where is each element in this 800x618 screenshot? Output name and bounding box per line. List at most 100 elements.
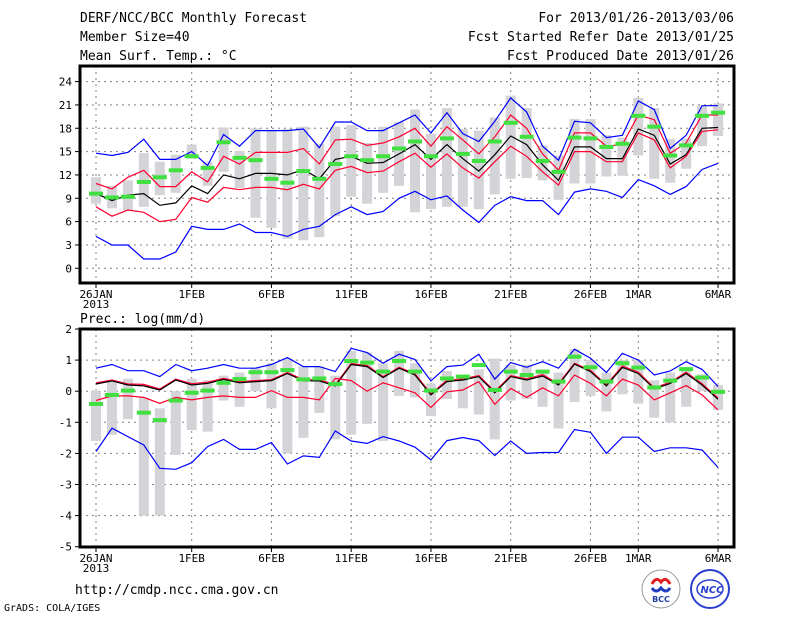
median-mark [663, 378, 678, 383]
median-mark [471, 158, 486, 163]
median-mark [136, 179, 151, 184]
ensemble-range-bar [378, 363, 389, 441]
y-tick-label: -4 [59, 510, 73, 523]
median-mark [344, 154, 359, 159]
median-mark [599, 144, 614, 149]
series-line-mean [95, 126, 719, 206]
median-mark [152, 175, 167, 180]
ensemble-range-bar [681, 369, 692, 407]
series-line-upper [95, 362, 719, 399]
median-mark [408, 139, 422, 144]
plot-frame [78, 64, 736, 285]
ensemble-range-bar [250, 367, 261, 392]
median-mark [503, 369, 518, 374]
series-line-min [95, 427, 719, 470]
y-tick-label: -3 [59, 479, 72, 492]
y-tick-label: 15 [59, 146, 72, 159]
median-mark [232, 377, 247, 382]
median-mark [631, 365, 646, 370]
y-tick-label: 2 [65, 323, 72, 336]
ensemble-range-bar [362, 352, 373, 424]
x-tick-label: 16FEB [414, 552, 447, 565]
median-mark [168, 168, 183, 173]
median-mark [200, 388, 215, 393]
ensemble-range-bar [633, 97, 644, 156]
ensemble-range-bar [665, 139, 676, 183]
bcc-logo: BCC [641, 569, 681, 609]
ensemble-range-bar [91, 391, 101, 441]
series-line-max [95, 97, 718, 167]
ncc-logo: NCC [690, 569, 730, 609]
x-tick-label: 11FEB [335, 288, 368, 301]
median-mark [89, 191, 103, 196]
ensemble-range-bar [106, 381, 117, 435]
member-size: Member Size=40 [80, 30, 190, 45]
ensemble-range-bar [234, 150, 245, 189]
chart-title: DERF/NCC/BCC Monthly Forecast [80, 11, 307, 26]
median-mark [312, 376, 327, 381]
y-tick-label: 18 [59, 122, 72, 135]
median-mark [615, 141, 630, 146]
ensemble-range-bar [122, 378, 133, 420]
ensemble-range-bar [473, 130, 484, 210]
logos: BCC NCC [641, 569, 730, 609]
series-line-mean [95, 363, 719, 400]
ensemble-range-bar [521, 364, 532, 399]
median-mark [711, 110, 726, 115]
median-mark [711, 389, 726, 394]
grads-credit: GrADS: COLA/IGES [4, 603, 101, 614]
ensemble-range-bar [218, 375, 229, 401]
variable-label: Mean Surf. Temp.: °C [80, 49, 237, 64]
median-mark [280, 180, 295, 185]
median-mark [296, 169, 311, 174]
ensemble-range-bar [410, 363, 420, 398]
median-mark [168, 398, 183, 403]
ensemble-range-bar [314, 143, 325, 238]
median-mark [264, 370, 279, 375]
ensemble-range-bar [425, 383, 436, 417]
series-line-min [95, 162, 719, 260]
ensemble-range-bar [457, 377, 468, 409]
x-tick-label: 1MAR [625, 288, 652, 301]
median-mark [120, 388, 135, 393]
source-url[interactable]: http://cmdp.ncc.cma.gov.cn [75, 583, 279, 598]
median-mark [663, 153, 678, 158]
median-mark [280, 368, 295, 373]
y-tick-label: 1 [65, 354, 72, 367]
ensemble-range-bar [553, 372, 564, 429]
ensemble-range-bar [697, 374, 708, 392]
median-mark [344, 359, 359, 364]
y-tick-label: 0 [65, 385, 72, 398]
ensemble-range-bar [138, 397, 149, 516]
median-mark [695, 113, 710, 118]
x-tick-label: 1FEB [178, 288, 205, 301]
x-tick-label: 6MAR [705, 288, 732, 301]
median-mark [615, 361, 630, 366]
median-mark [104, 195, 119, 200]
median-mark [455, 151, 470, 156]
median-mark [152, 418, 167, 423]
y-tick-label: 3 [65, 239, 72, 252]
median-mark [567, 135, 582, 140]
x-tick-label: 11FEB [335, 552, 368, 565]
ensemble-range-bar [362, 143, 373, 204]
median-mark [408, 369, 422, 374]
median-mark [136, 410, 151, 415]
ensemble-range-bar [234, 372, 245, 407]
median-mark [264, 176, 279, 181]
ensemble-range-bar [505, 364, 516, 401]
median-mark [392, 146, 407, 151]
ensemble-range-bar [617, 137, 628, 176]
ensemble-range-bar [218, 127, 229, 172]
median-mark [232, 155, 247, 160]
median-mark [328, 382, 343, 387]
median-mark [471, 363, 486, 368]
ensemble-range-bar [489, 117, 500, 195]
x-tick-label: 26JAN [79, 288, 112, 301]
median-mark [423, 388, 438, 393]
median-mark [104, 392, 119, 397]
median-mark [248, 158, 263, 163]
ensemble-range-bar [601, 372, 612, 412]
median-mark [328, 162, 343, 167]
svg-text:BCC: BCC [652, 595, 670, 604]
